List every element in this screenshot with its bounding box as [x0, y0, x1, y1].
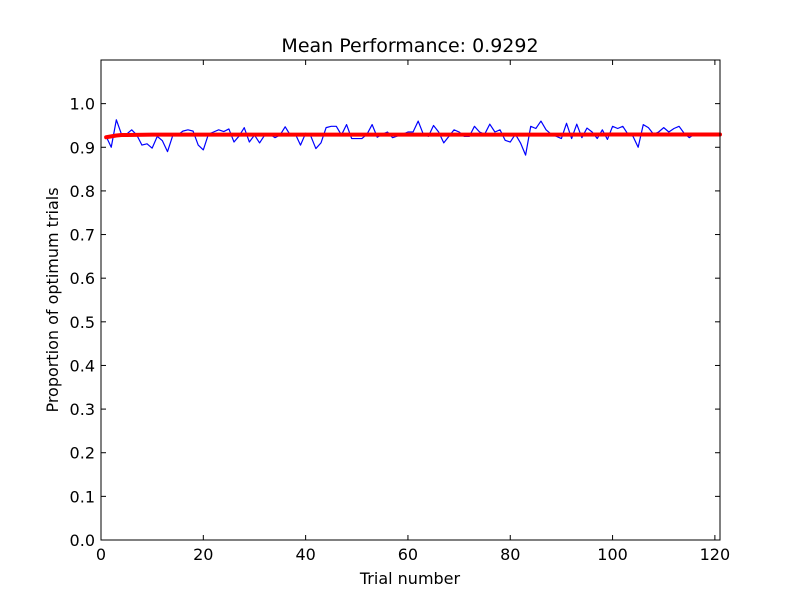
plot-frame	[100, 59, 721, 541]
x-tick-label: 60	[398, 545, 418, 564]
x-tick-label: 0	[96, 545, 106, 564]
plot-area: 0 20 40 60 80 100 120 0.0 0.1 0.2 0.3 0.4 0.5 0.6 0.7 0…	[70, 59, 731, 564]
x-tick-label: 100	[597, 545, 628, 564]
y-tick-label: 0.3	[70, 400, 95, 419]
y-axis-label: Proportion of optimum trials	[43, 187, 62, 412]
x-tick-label: 20	[193, 545, 213, 564]
y-tick-label: 0.2	[70, 444, 95, 463]
y-tick-label: 0.8	[70, 182, 95, 201]
chart-title: Mean Performance: 0.9292	[281, 35, 538, 57]
y-tick-label: 1.0	[70, 95, 95, 114]
x-tick-label: 40	[295, 545, 315, 564]
y-tick-label: 0.0	[70, 531, 95, 550]
y-tick-label: 0.6	[70, 269, 95, 288]
y-tick-label: 0.1	[70, 487, 95, 506]
y-tick-label: 0.9	[70, 138, 95, 157]
x-tick-label: 120	[700, 545, 731, 564]
y-tick-label: 0.7	[70, 226, 95, 245]
x-tick-label: 80	[500, 545, 520, 564]
y-tick-label: 0.5	[70, 313, 95, 332]
series-line-2	[104, 132, 722, 140]
x-axis-label: Trial number	[359, 569, 461, 588]
y-tick-label: 0.4	[70, 356, 95, 375]
